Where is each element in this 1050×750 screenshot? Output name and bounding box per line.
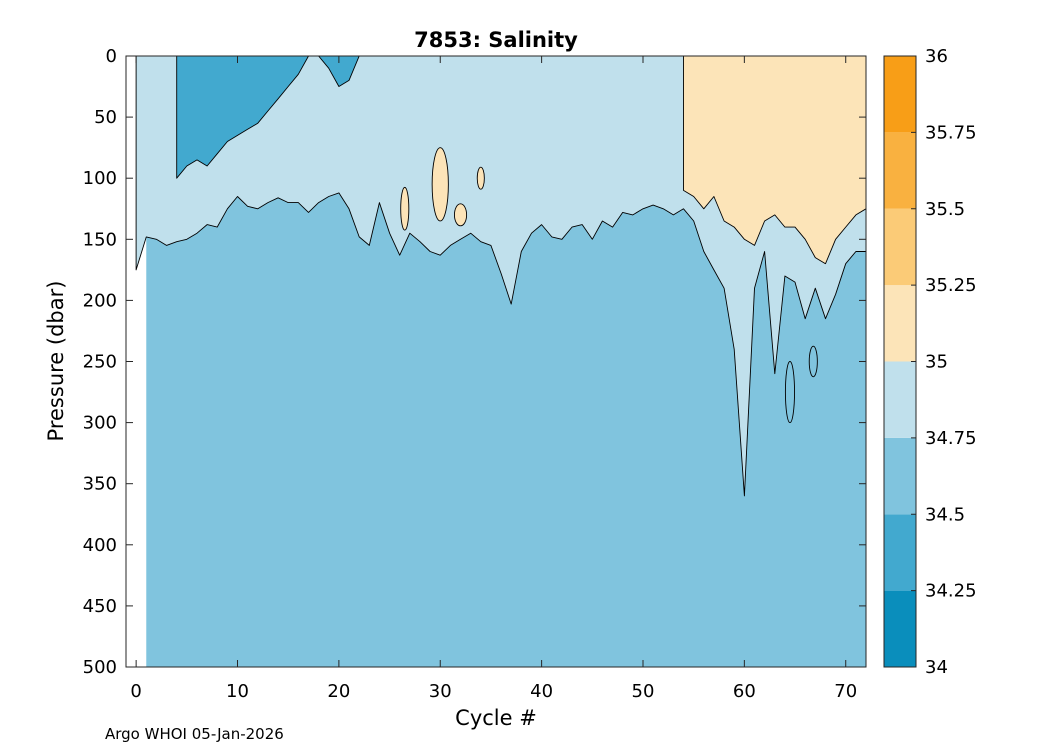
colorbar-tick-label: 36: [925, 46, 948, 67]
y-tick-label: 300: [83, 413, 117, 434]
y-tick-label: 100: [83, 168, 117, 189]
colorbar-swatch: [884, 132, 916, 209]
colorbar: 34 34.25 34.5 34.75 35 35.25 35.5 35.75 36: [883, 46, 977, 678]
contour-blob-5: [400, 186, 410, 231]
contour-region-1: [176, 56, 360, 179]
y-tick-label: 150: [83, 229, 117, 250]
y-tick-label: 500: [83, 657, 117, 678]
colorbar-tick-label: 34.25: [925, 581, 977, 602]
colorbar-tick-label: 34: [925, 657, 948, 678]
colorbar-tick-label: 34.5: [925, 504, 965, 525]
x-tick-label: 60: [733, 681, 756, 702]
x-tick-label: 70: [834, 681, 857, 702]
contour-blob-3: [431, 147, 449, 222]
colorbar-tick-label: 35.5: [925, 199, 965, 220]
contour-blob-7: [784, 361, 795, 424]
contour-blob-8: [808, 345, 818, 378]
y-tick-label: 400: [83, 535, 117, 556]
x-tick-label: 40: [530, 681, 553, 702]
chart-title: 7853: Salinity: [414, 28, 578, 52]
y-tick-label: 200: [83, 290, 117, 311]
colorbar-swatch: [884, 437, 916, 515]
colorbar-tick-label: 35.25: [925, 275, 977, 296]
colorbar-swatch: [884, 361, 916, 438]
colorbar-tick-label: 35.75: [925, 122, 977, 143]
x-axis-ticks: 0 10 20 30 40 50 60 70: [130, 56, 857, 702]
y-tick-label: 250: [83, 352, 117, 373]
y-tick-label: 50: [94, 107, 117, 128]
contour-blob-6: [476, 166, 485, 190]
y-tick-label: 0: [106, 46, 117, 67]
colorbar-swatch: [884, 56, 916, 133]
contour-blob-4: [453, 203, 468, 227]
colorbar-tick-label: 35: [925, 352, 948, 373]
x-axis-label: Cycle #: [455, 706, 537, 730]
x-tick-label: 20: [327, 681, 350, 702]
colorbar-swatch: [884, 285, 916, 362]
x-tick-label: 50: [632, 681, 655, 702]
colorbar-swatch: [884, 514, 916, 591]
colorbar-swatch: [884, 208, 916, 286]
y-tick-label: 450: [83, 596, 117, 617]
colorbar-tick-label: 34.75: [925, 428, 977, 449]
x-tick-label: 0: [130, 681, 141, 702]
footer-credit: Argo WHOI 05-Jan-2026: [105, 725, 284, 743]
x-tick-label: 10: [226, 681, 249, 702]
contour-region-2: [683, 56, 866, 265]
y-tick-label: 350: [83, 474, 117, 495]
x-tick-label: 30: [429, 681, 452, 702]
y-axis-ticks: 0 50 100 150 200 250 300 350 400 450 500: [83, 46, 866, 678]
contour-layer: [135, 56, 866, 667]
colorbar-swatch: [884, 590, 916, 667]
y-axis-label: Pressure (dbar): [44, 281, 68, 442]
